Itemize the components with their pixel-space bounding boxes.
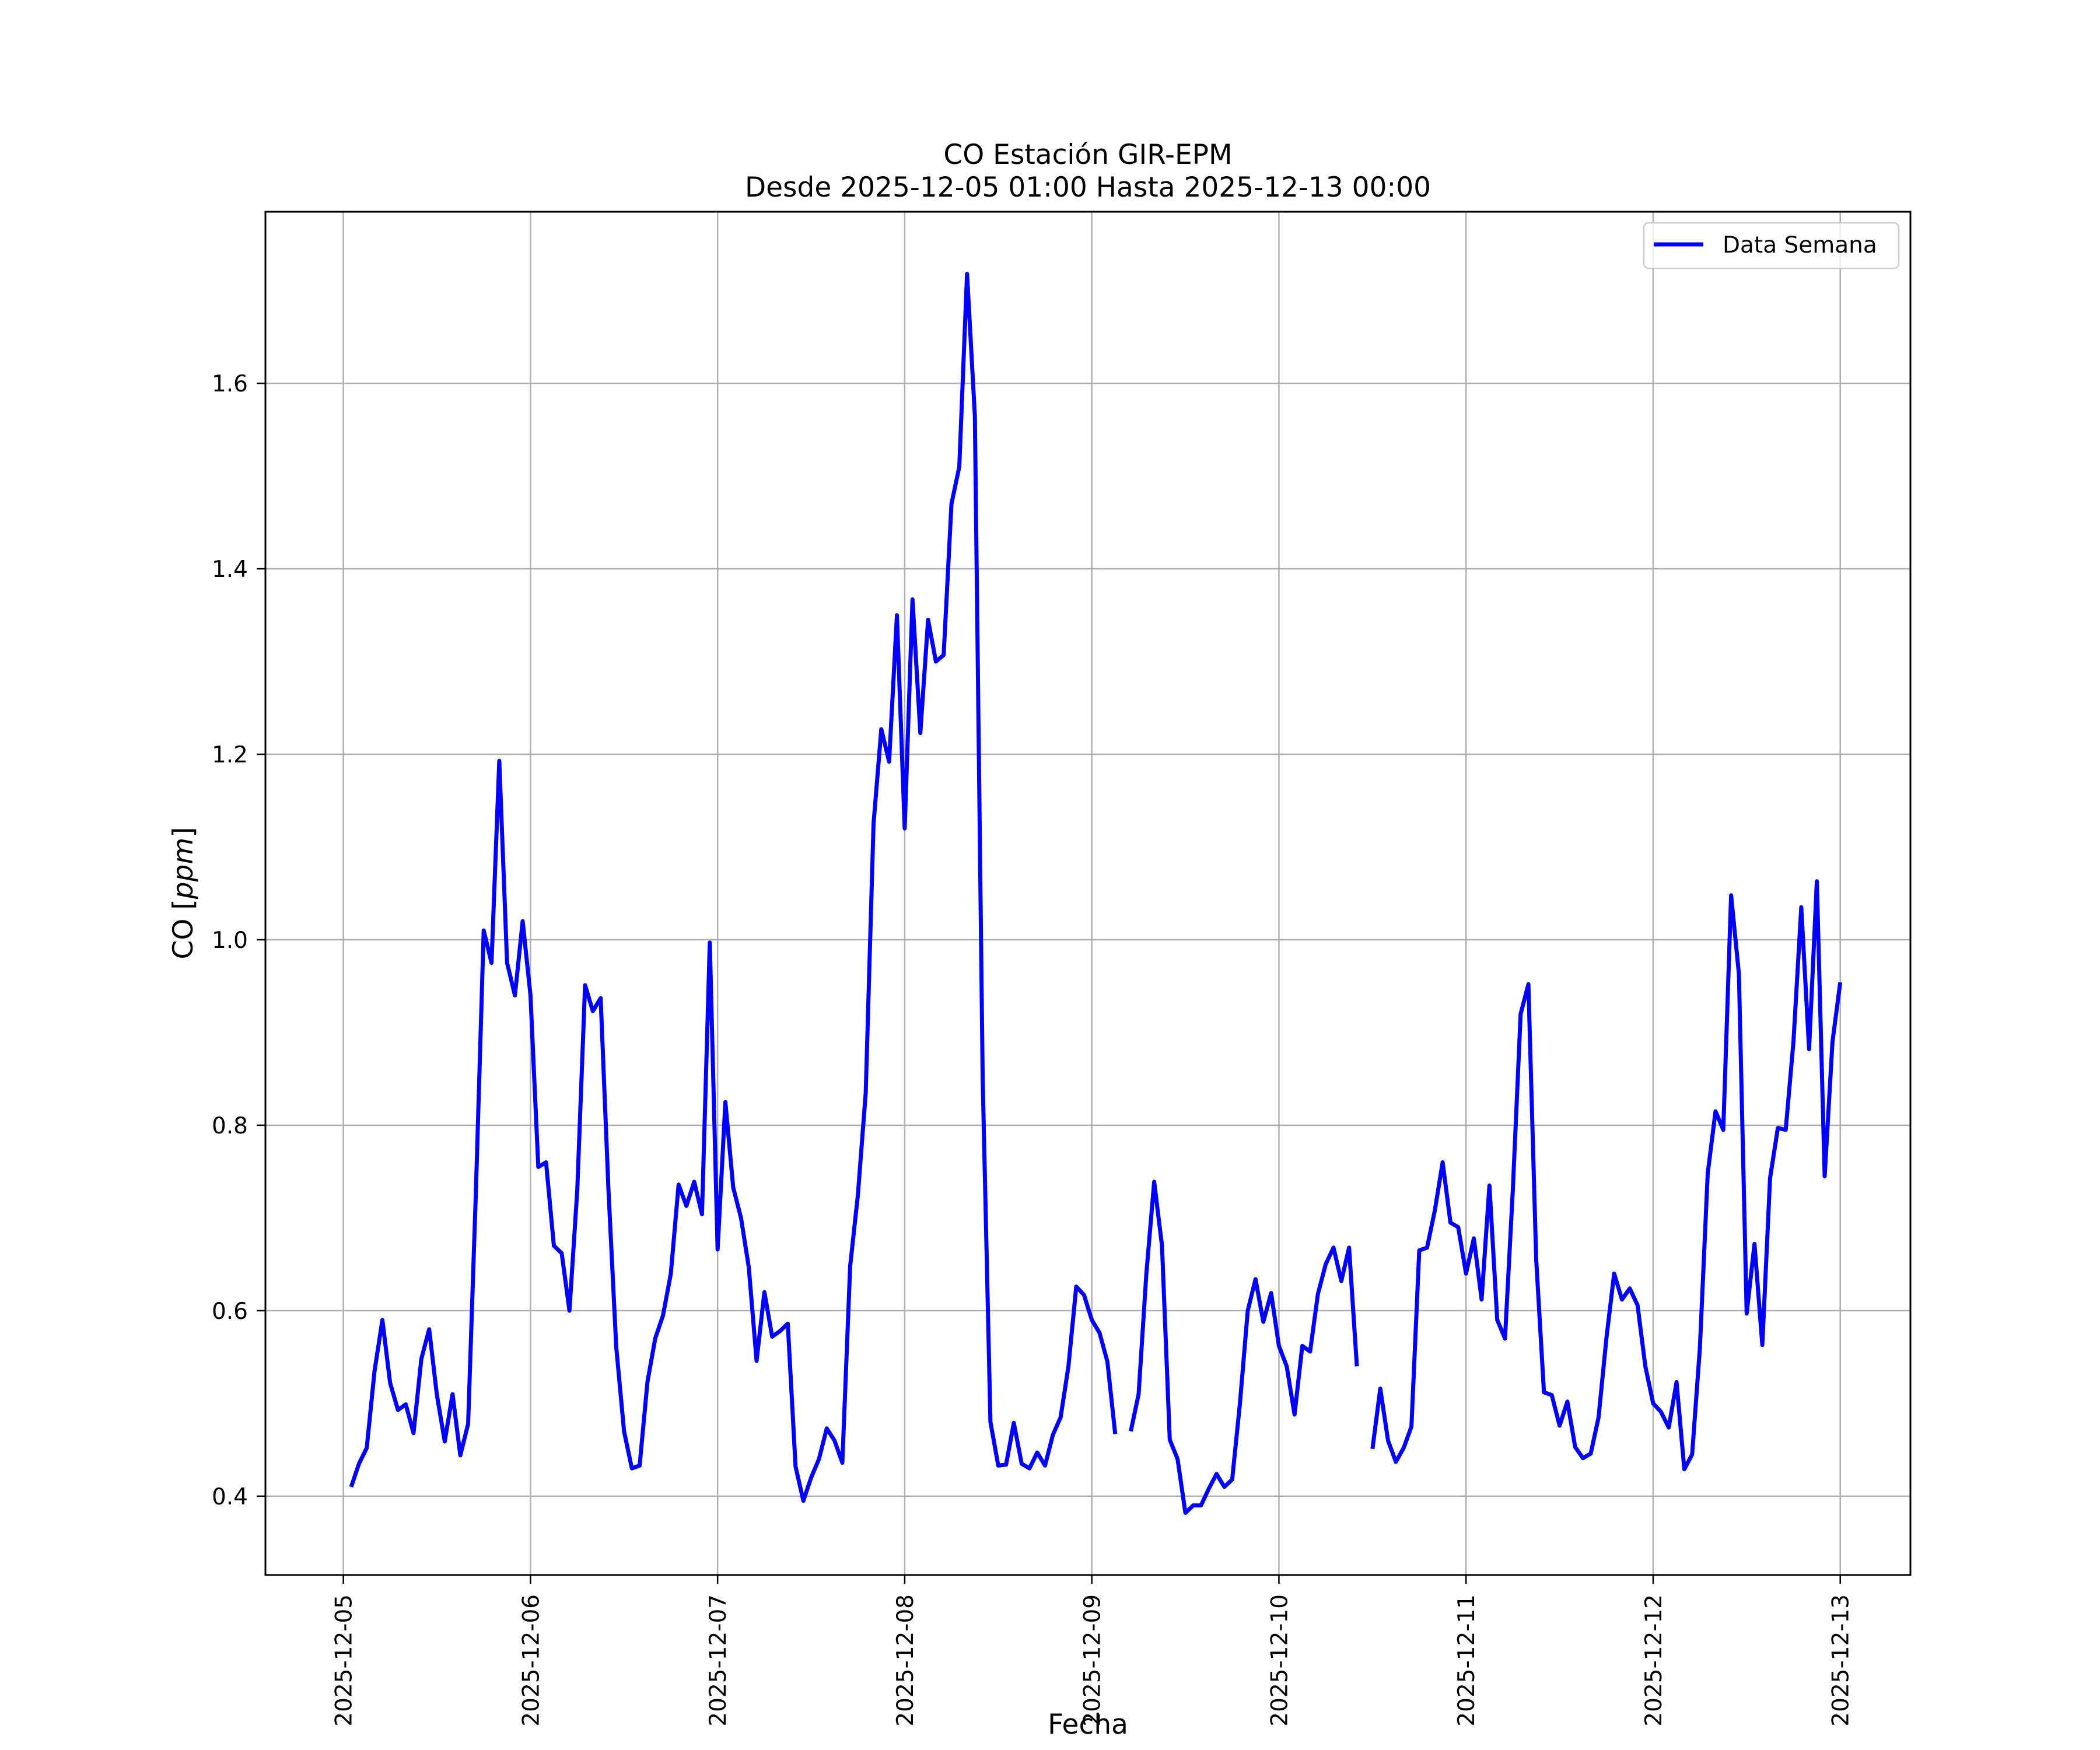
x-tick-label: 2025-12-09 [1080,1594,1106,1727]
x-tick-label: 2025-12-05 [331,1594,358,1727]
legend-label: Data Semana [1723,232,1877,258]
legend: Data Semana [1643,222,1900,270]
y-tick-label: 1.0 [212,928,248,954]
x-tick-label: 2025-12-11 [1454,1594,1480,1727]
x-axis-label: Fecha [1048,1709,1128,1741]
x-tick-label: 2025-12-13 [1828,1594,1854,1727]
y-tick-label: 0.4 [212,1484,248,1510]
y-tick-label: 1.6 [212,371,248,397]
chart-subtitle: Desde 2025-12-05 01:00 Hasta 2025-12-13 … [745,172,1431,204]
grid-layer [265,212,1910,1575]
x-tick-label: 2025-12-06 [518,1594,544,1727]
y-axis-label-unit: ppm [167,838,200,900]
x-tick-label: 2025-12-10 [1266,1594,1293,1727]
x-tick-label: 2025-12-12 [1641,1594,1667,1727]
y-tick-label: 1.2 [212,742,248,768]
y-tick-label: 0.6 [212,1298,248,1325]
plot-frame [264,211,1912,1576]
y-tick-label: 0.8 [212,1113,248,1139]
chart-title: CO Estación GIR-EPM [943,139,1232,171]
y-tick-label: 1.4 [212,556,248,583]
x-tick-label: 2025-12-08 [892,1594,919,1727]
series-layer [349,272,1843,1515]
y-axis-label: CO [ppm] [167,827,200,960]
series-line-data-semana [349,272,1843,1515]
y-axis-label-suffix: ] [167,827,200,838]
x-tick-label: 2025-12-07 [705,1594,732,1727]
legend-box [1643,222,1900,270]
y-axis-ticks: 0.4 0.6 0.8 1.0 1.2 1.4 1.6 [212,371,265,1510]
y-axis-label-prefix: CO [ [167,899,200,959]
x-axis-ticks: 2025-12-05 2025-12-06 2025-12-07 2025-12-08… [331,1575,1854,1727]
